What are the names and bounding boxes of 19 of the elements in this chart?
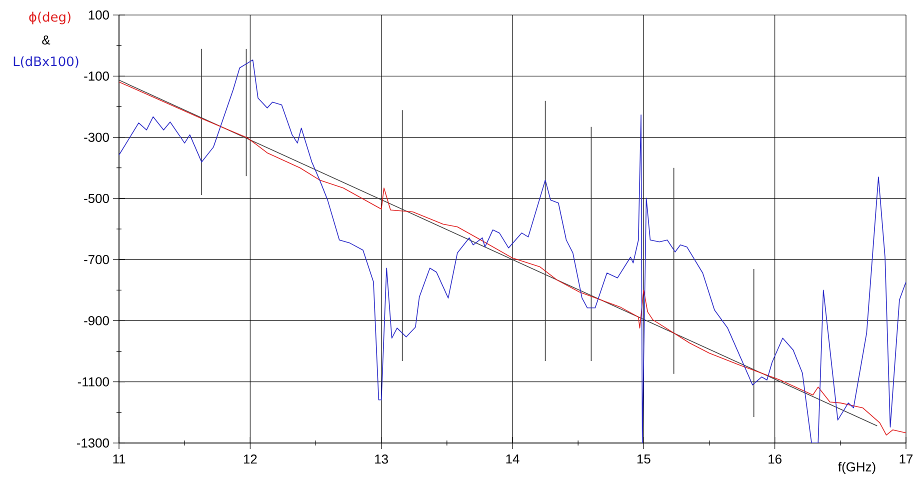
x-tick-label: 13 (375, 454, 388, 464)
x-tick-label: 14 (506, 454, 520, 464)
y-tick-label: -700 (84, 254, 109, 264)
text: L(dBx100) (14, 56, 78, 68)
y-tick-label: -1100 (78, 377, 109, 386)
y-tick-label: -900 (84, 316, 109, 326)
x-tick-label: 11 (113, 454, 126, 464)
y-axis-title: & (42, 35, 50, 44)
x-tick-label: 17 (900, 454, 913, 464)
y-tick-label: -100 (84, 71, 109, 81)
y-tick-label: -500 (84, 194, 109, 203)
y-tick-label: -1300 (76, 438, 109, 448)
y-tick-label: 100 (88, 10, 109, 20)
x-axis-title: f(GHz) (838, 462, 876, 474)
text: ϕ(deg) (29, 12, 70, 24)
x-tick-label: 16 (768, 454, 782, 464)
x-tick-label: 12 (244, 454, 257, 464)
x-tick-label: 15 (637, 454, 650, 464)
y-tick-label: -300 (84, 132, 109, 142)
